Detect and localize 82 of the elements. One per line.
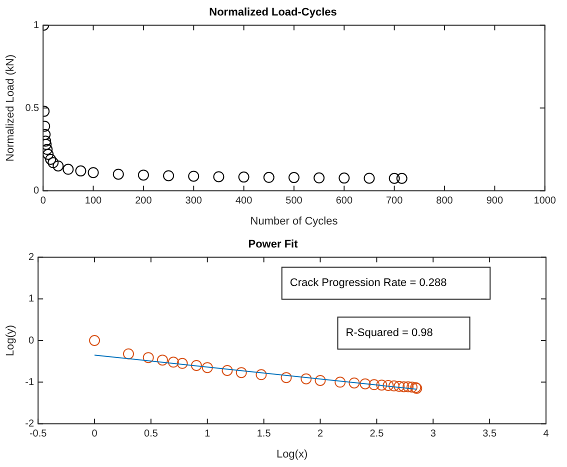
x-tick-label: 0 [92,428,98,440]
point [263,172,274,183]
y-tick-label: -1 [25,376,35,388]
point [202,362,213,374]
point [238,172,250,183]
point [168,356,179,368]
y-axis-title: Log(y) [4,324,17,356]
x-tick-label: 500 [286,196,303,207]
point [382,380,394,391]
y-axis-title: Normalized Load (kN) [4,54,17,162]
x-tick-label: -0.5 [29,428,48,440]
point [156,354,168,366]
point [89,335,100,346]
point [334,376,346,388]
x-tick-label: 200 [135,196,152,207]
point [190,360,202,371]
point [112,168,124,180]
point [300,373,312,384]
point [43,144,53,155]
point [188,170,200,182]
y-tick-label: 0 [34,186,40,197]
point [213,171,224,182]
point [388,380,400,392]
point [348,377,360,388]
point [176,358,188,369]
x-tick-label: 3.5 [482,428,497,440]
point [62,164,74,175]
point [75,165,86,176]
point [280,372,292,384]
x-tick-label: 700 [386,196,404,207]
x-axis-title: Number of Cycles [250,215,338,228]
point [314,374,326,386]
point [88,167,99,178]
point [123,348,134,360]
point [388,172,400,184]
point [288,172,300,184]
point [368,379,380,390]
annotation: Crack Progression Rate = 0.288 [290,277,447,290]
point [376,380,388,391]
point [236,367,247,378]
x-tick-label: 800 [436,196,454,207]
x-tick-label: 300 [185,196,202,207]
x-tick-label: 1 [204,428,211,440]
point [398,381,410,392]
y-tick-label: 0 [28,335,35,346]
x-tick-label: 1000 [534,196,556,207]
point [163,170,174,182]
chart-title: Power Fit [248,238,298,251]
x-tick-label: 600 [336,196,353,207]
point [222,364,233,376]
chart-title: Normalized Load-Cycles [209,6,337,19]
point [406,382,418,393]
x-tick-label: 4 [543,428,550,440]
x-axis-title: Log(x) [276,448,308,460]
point [360,378,371,390]
point [402,381,414,392]
point [138,170,149,181]
y-tick-label: 1 [28,294,35,305]
annotation: R-Squared = 0.98 [346,327,433,340]
x-tick-label: 400 [235,196,253,207]
y-tick-label: 2 [28,252,35,263]
x-tick-label: 2 [317,428,324,440]
point [48,157,59,168]
point [364,172,375,184]
x-tick-label: 0.5 [144,428,158,440]
x-tick-label: 2.5 [370,428,384,440]
point [256,369,267,380]
point [45,154,56,165]
point [338,172,350,184]
point [43,148,54,160]
point [394,380,405,392]
y-tick-label: 1 [34,20,40,31]
x-tick-label: 100 [84,196,102,207]
point [396,172,408,184]
x-tick-label: 3 [430,428,436,440]
point [52,160,64,172]
x-tick-label: 900 [486,196,504,207]
y-tick-label: 0.5 [25,102,40,114]
point [314,172,325,184]
x-tick-label: 1.5 [256,428,272,440]
y-tick-label: -2 [25,418,35,430]
point [142,352,154,364]
